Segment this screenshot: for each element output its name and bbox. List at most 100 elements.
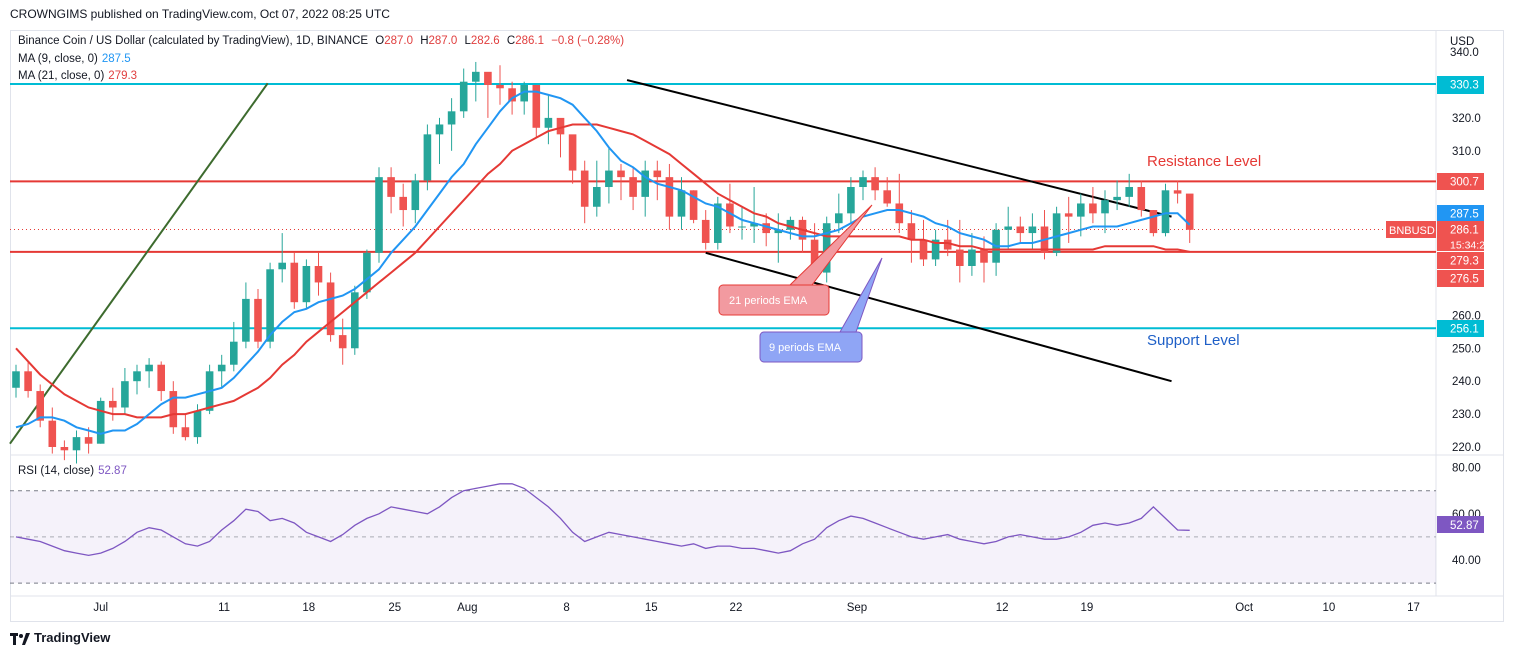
date-tick-label: 19 xyxy=(1080,602,1093,614)
rsi-value: 52.87 xyxy=(98,465,127,477)
tradingview-logo-icon xyxy=(10,632,30,645)
candle-body xyxy=(193,410,202,438)
ticker-badge-label: BNBUSD xyxy=(1389,225,1435,237)
rsi-label: RSI (14, close) xyxy=(18,465,95,477)
rsi-tick-label: 40.00 xyxy=(1452,555,1481,567)
candle-body xyxy=(580,170,589,207)
date-tick-label: Sep xyxy=(847,602,867,614)
candle-body xyxy=(60,447,69,451)
candle-body xyxy=(447,111,456,125)
price-axis-label-box xyxy=(1437,205,1484,222)
low-value: 282.6 xyxy=(470,35,500,47)
currency-label: USD xyxy=(1450,36,1474,48)
candle-body xyxy=(496,84,504,89)
candle-body xyxy=(907,223,916,240)
candle-body xyxy=(520,84,528,102)
candle-body xyxy=(508,88,516,102)
footer-brand-text: TradingView xyxy=(34,630,111,645)
candle-body xyxy=(750,223,758,227)
support-annotation: Support Level xyxy=(1147,332,1240,349)
candle-body xyxy=(109,400,117,408)
candle-body xyxy=(786,219,795,230)
ema9-callout-label: 9 periods EMA xyxy=(769,342,842,354)
ticker-badge-box xyxy=(1386,221,1436,238)
candle-body xyxy=(653,170,662,178)
candle-body xyxy=(1089,203,1097,214)
candle-body xyxy=(1173,190,1182,194)
low-label: L xyxy=(464,35,471,47)
candle-body xyxy=(617,170,625,178)
price-axis-label: 286.1 xyxy=(1450,225,1479,237)
candle-body xyxy=(641,170,649,197)
price-axis-label: 256.1 xyxy=(1450,324,1479,336)
candle-body xyxy=(435,124,444,135)
candle-body xyxy=(605,170,613,188)
candle-body xyxy=(689,190,698,220)
ema9-callout-pointer xyxy=(839,257,883,333)
date-tick-label: 11 xyxy=(218,602,230,614)
candle-body xyxy=(254,298,262,342)
date-tick-label: 17 xyxy=(1407,602,1420,614)
candle-body xyxy=(556,117,565,135)
price-axis-label-box xyxy=(1437,236,1484,251)
candle-body xyxy=(24,371,32,392)
price-axis-label-box xyxy=(1437,252,1484,269)
resistance-annotation: Resistance Level xyxy=(1147,153,1261,170)
ma9-line xyxy=(15,90,1191,435)
rsi-tick-label: 80.00 xyxy=(1452,463,1481,475)
candle-body xyxy=(411,180,420,211)
candle-body xyxy=(302,265,311,303)
candle-body xyxy=(217,364,226,372)
channel-lower-line xyxy=(705,251,1172,383)
candle-body xyxy=(1004,226,1012,230)
candle-body xyxy=(629,177,637,197)
candle-body xyxy=(266,269,274,342)
rsi-value-badge-label: 52.87 xyxy=(1450,520,1479,532)
price-tick-label: 240.0 xyxy=(1452,376,1481,388)
ma21-legend: MA (21, close, 0) 279.3 xyxy=(18,70,141,82)
candle-body xyxy=(1052,213,1061,253)
candle-body xyxy=(883,190,891,204)
candle-body xyxy=(472,71,480,82)
candle-body xyxy=(351,292,359,349)
ma9-value: 287.5 xyxy=(101,53,131,65)
candle-body xyxy=(1101,200,1109,214)
candle-body xyxy=(1185,193,1194,230)
candle-body xyxy=(568,134,577,171)
ma9-label: MA (9, close, 0) xyxy=(18,53,98,65)
date-tick-label: Aug xyxy=(457,602,477,614)
candle-body xyxy=(859,177,867,188)
candle-body xyxy=(714,203,722,243)
candle-body xyxy=(738,226,746,228)
date-tick-label: 10 xyxy=(1322,602,1335,614)
candle-body xyxy=(835,213,843,224)
candle-body xyxy=(338,335,347,349)
uptrend-line xyxy=(9,82,269,445)
candle-body xyxy=(12,371,20,388)
candle-body xyxy=(532,84,541,128)
price-axis-label-box xyxy=(1437,76,1484,94)
price-axis-label: 276.5 xyxy=(1450,274,1479,286)
candle-body xyxy=(36,391,44,421)
candle-body xyxy=(121,381,129,408)
candle-body xyxy=(847,187,855,214)
candle-body xyxy=(1125,187,1133,197)
candle-body xyxy=(762,223,770,234)
price-axis-label-box xyxy=(1437,221,1484,238)
rsi-line xyxy=(15,483,1190,557)
candle-body xyxy=(48,420,57,447)
candle-body xyxy=(1113,196,1121,201)
date-tick-label: 18 xyxy=(302,602,315,614)
candle-body xyxy=(1161,190,1170,234)
date-tick-label: Jul xyxy=(93,602,108,614)
price-tick-label: 250.0 xyxy=(1452,343,1481,355)
ema21-callout-box xyxy=(718,284,830,316)
candle-body xyxy=(919,239,928,260)
candle-body xyxy=(72,437,81,451)
price-tick-label: 310.0 xyxy=(1452,146,1481,158)
candle-body xyxy=(484,71,492,85)
price-tick-label: 220.0 xyxy=(1452,442,1481,454)
ma21-value: 279.3 xyxy=(108,70,138,82)
candle-body xyxy=(326,282,335,336)
